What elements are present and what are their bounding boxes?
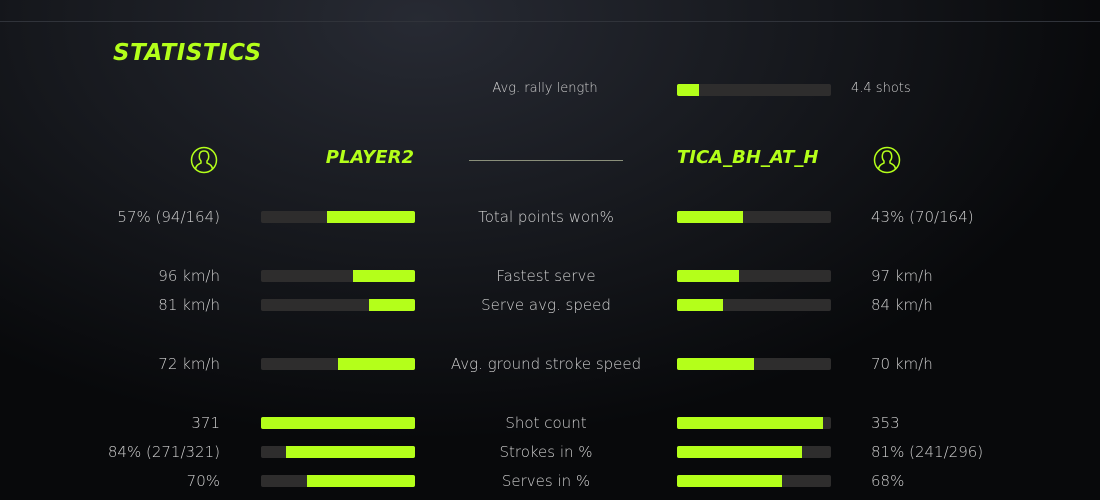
stat-left-value: 84% (271/321) bbox=[107, 443, 220, 461]
stat-left-value: 96 km/h bbox=[158, 267, 220, 285]
bar-fill bbox=[677, 358, 754, 370]
stat-right-value: 81% (241/296) bbox=[871, 443, 984, 461]
stat-label: Avg. ground stroke speed bbox=[450, 355, 642, 373]
bar-fill bbox=[327, 211, 415, 223]
stat-left-value: 371 bbox=[191, 414, 220, 432]
stat-right-value: 43% (70/164) bbox=[871, 208, 974, 226]
user-icon bbox=[190, 146, 218, 174]
user-icon bbox=[873, 146, 901, 174]
stat-label: Shot count bbox=[505, 414, 587, 432]
stat-label: Total points won% bbox=[478, 208, 614, 226]
stat-right-bar bbox=[677, 417, 831, 429]
stat-left-value: 81 km/h bbox=[158, 296, 220, 314]
stat-left-value: 70% bbox=[186, 472, 220, 490]
bar-fill bbox=[368, 299, 415, 311]
bar-fill bbox=[353, 270, 415, 282]
top-divider bbox=[0, 21, 1100, 22]
stat-left-value: 57% (94/164) bbox=[117, 208, 220, 226]
stat-label: Strokes in % bbox=[499, 443, 593, 461]
stat-right-value: 70 km/h bbox=[871, 355, 933, 373]
stat-label: Fastest serve bbox=[496, 267, 596, 285]
stat-right-bar bbox=[677, 475, 831, 487]
bar-fill bbox=[677, 446, 802, 458]
rally-label: Avg. rally length bbox=[492, 81, 598, 96]
bar-fill bbox=[677, 299, 724, 311]
player-left-name: PLAYER2 bbox=[325, 147, 414, 168]
stat-left-bar bbox=[261, 446, 415, 458]
bar-fill bbox=[677, 211, 744, 223]
bar-fill bbox=[307, 475, 415, 487]
bar-fill bbox=[261, 417, 415, 429]
bar-fill bbox=[677, 270, 739, 282]
header-divider bbox=[469, 160, 623, 161]
stat-left-value: 72 km/h bbox=[158, 355, 220, 373]
stat-right-bar bbox=[677, 446, 831, 458]
page-title: STATISTICS bbox=[113, 40, 262, 66]
stat-right-value: 84 km/h bbox=[871, 296, 933, 314]
stat-label: Serve avg. speed bbox=[481, 296, 611, 314]
bar-fill bbox=[285, 446, 415, 458]
stat-label: Serves in % bbox=[501, 472, 591, 490]
stat-left-bar bbox=[261, 299, 415, 311]
stat-left-bar bbox=[261, 417, 415, 429]
stat-right-bar bbox=[677, 211, 831, 223]
stat-right-value: 68% bbox=[871, 472, 905, 490]
stat-left-bar bbox=[261, 358, 415, 370]
stat-left-bar bbox=[261, 270, 415, 282]
bar-fill bbox=[338, 358, 415, 370]
stat-right-bar bbox=[677, 270, 831, 282]
stat-right-bar bbox=[677, 299, 831, 311]
bar-fill bbox=[677, 475, 782, 487]
bar-fill bbox=[677, 417, 824, 429]
stat-right-bar bbox=[677, 358, 831, 370]
rally-value: 4.4 shots bbox=[851, 81, 911, 96]
player-right-name: TICA_BH_AT_H bbox=[677, 147, 819, 168]
stat-right-value: 353 bbox=[871, 414, 900, 432]
stat-left-bar bbox=[261, 211, 415, 223]
stat-right-value: 97 km/h bbox=[871, 267, 933, 285]
stat-left-bar bbox=[261, 475, 415, 487]
rally-bar bbox=[677, 84, 831, 96]
